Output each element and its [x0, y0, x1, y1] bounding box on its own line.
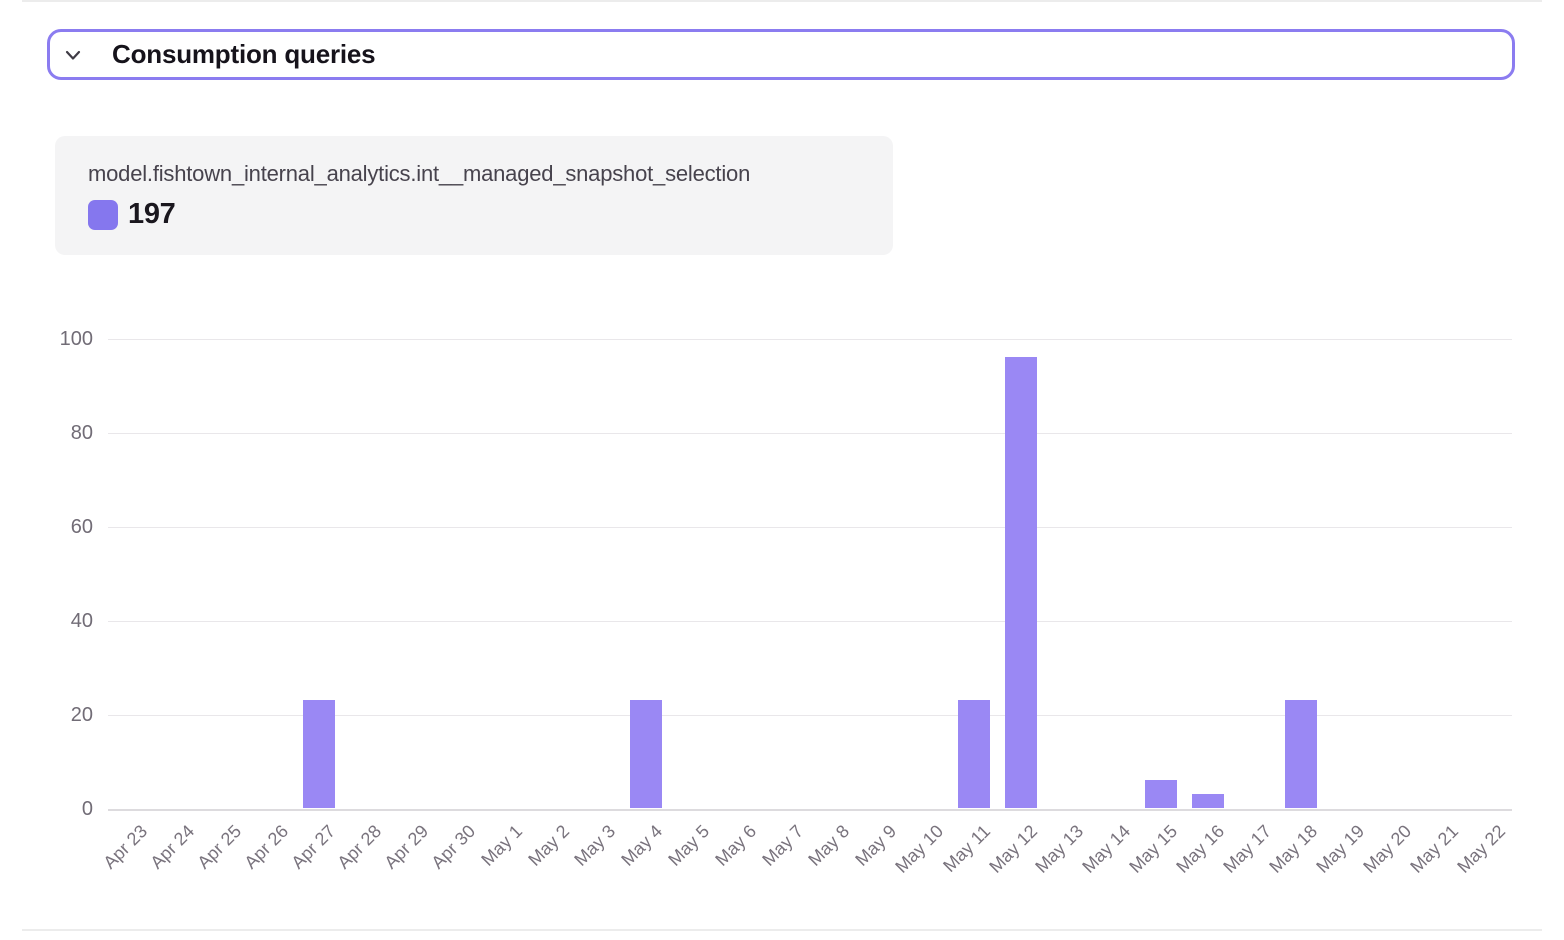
gridline-20	[108, 715, 1512, 716]
gridline-60	[108, 527, 1512, 528]
x-axis: Apr 23 Apr 24 Apr 25 Apr 26 Apr 27 Apr 28 Apr …	[100, 821, 1512, 931]
legend-row: 197	[88, 198, 873, 231]
y-tick-label-40: 40	[70, 610, 93, 632]
bar-may-12[interactable]	[1004, 356, 1037, 808]
section-title: Consumption queries	[112, 39, 376, 69]
legend-total-value: 197	[128, 198, 176, 230]
y-tick-label-60: 60	[70, 516, 93, 538]
bottom-divider	[22, 929, 1542, 931]
y-tick-label-100: 100	[59, 328, 93, 350]
gridline-100	[108, 339, 1512, 340]
chevron-down-icon[interactable]	[63, 45, 83, 65]
gridline-0	[108, 809, 1512, 811]
legend-series-name: model.fishtown_internal_analytics.int__m…	[88, 161, 751, 186]
legend-card: model.fishtown_internal_analytics.int__m…	[55, 136, 893, 255]
top-divider	[22, 0, 1542, 2]
bar-apr-27[interactable]	[302, 699, 335, 808]
bar-may-16[interactable]	[1191, 793, 1224, 808]
plot-area	[108, 339, 1512, 811]
y-tick-label-80: 80	[70, 422, 93, 444]
y-tick-label-0: 0	[81, 798, 93, 820]
y-tick-label-20: 20	[70, 704, 93, 726]
consumption-queries-section-header[interactable]: Consumption queries	[47, 29, 1515, 80]
consumption-queries-bar-chart: 0 20 40 60 80 100 Apr 23 Apr 24 Apr 25 Apr 26 Apr…	[60, 328, 1512, 877]
bar-may-18[interactable]	[1285, 699, 1318, 808]
y-axis: 0 20 40 60 80 100	[38, 328, 93, 820]
legend-color-swatch	[88, 199, 118, 230]
bar-may-11[interactable]	[957, 699, 990, 808]
gridline-40	[108, 621, 1512, 622]
bar-may-4[interactable]	[630, 699, 663, 808]
bar-may-15[interactable]	[1145, 779, 1177, 808]
gridline-80	[108, 433, 1512, 434]
